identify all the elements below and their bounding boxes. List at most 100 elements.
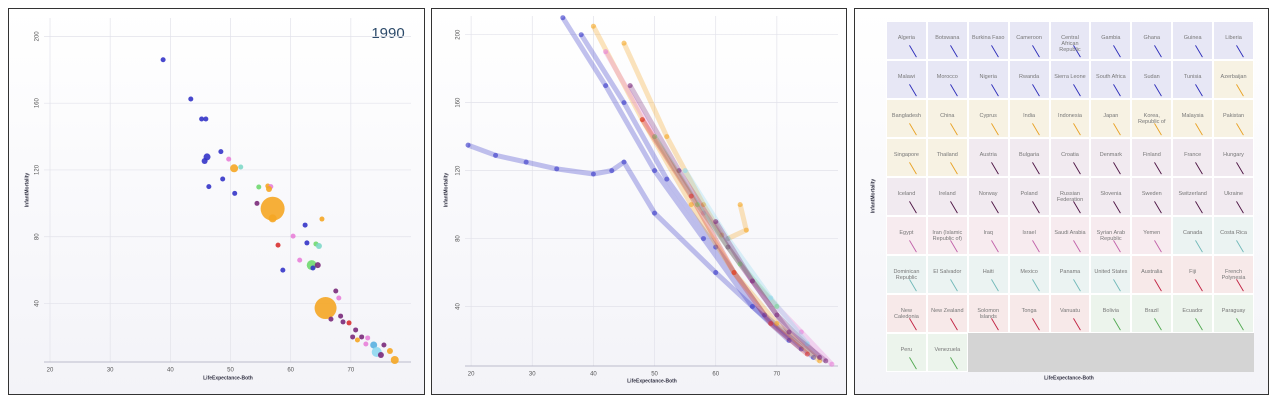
y-tick-label: 120 xyxy=(456,165,462,176)
trail-point xyxy=(688,193,694,199)
cell-plot xyxy=(1195,84,1204,97)
country-label: Korea, Republic of xyxy=(1138,113,1166,125)
country-cell: Guinea xyxy=(1172,21,1214,60)
trail-point xyxy=(713,270,719,276)
country-cell: Pakistan xyxy=(1213,99,1254,138)
bubble xyxy=(199,116,205,122)
country-label: Saudi Arabia xyxy=(1054,230,1086,236)
trail-point xyxy=(603,83,609,89)
country-label: New Caledonia xyxy=(894,308,919,320)
country-label: El Salvador xyxy=(933,269,962,275)
country-cell: Panama xyxy=(1049,255,1091,294)
bubble xyxy=(346,320,352,326)
trail-point xyxy=(590,23,596,29)
country-cell: Thailand xyxy=(926,138,968,177)
country-label: France xyxy=(1184,152,1202,158)
country-cell: Tonga xyxy=(1008,294,1050,333)
trail-icon xyxy=(990,318,999,331)
trail-icon xyxy=(990,84,999,97)
country-cell: Syrian Arab Republic xyxy=(1090,216,1132,255)
bubble xyxy=(232,190,238,196)
country-label: Bangladesh xyxy=(891,113,921,119)
country-label: French Polynesia xyxy=(1221,269,1246,281)
trail-icon xyxy=(1236,318,1244,331)
trail-point xyxy=(578,32,584,38)
bubble xyxy=(363,341,369,347)
trail-icon xyxy=(909,279,917,292)
trail-point xyxy=(811,355,817,361)
cell-plot xyxy=(1236,84,1244,97)
country-label: Solomon Islands xyxy=(977,308,1000,320)
trail-point xyxy=(774,321,780,327)
trail-icon xyxy=(1195,240,1204,253)
cell-plot xyxy=(1154,84,1163,97)
country-label: Ecuador xyxy=(1182,308,1203,314)
bubble xyxy=(297,257,303,263)
y-axis-label: InfantMortality xyxy=(24,173,30,208)
cell-plot xyxy=(1031,279,1040,292)
trail-point xyxy=(737,261,743,267)
trail-icon xyxy=(909,318,917,331)
trail xyxy=(591,25,822,363)
cell-plot xyxy=(1031,201,1040,214)
country-cell: Burkina Faso xyxy=(967,21,1009,60)
cell-plot xyxy=(1072,240,1081,253)
country-label: Japan xyxy=(1103,113,1119,119)
trail-icon xyxy=(949,279,958,292)
trail xyxy=(726,204,749,241)
trail-point xyxy=(700,210,706,216)
country-cell: Paraguay xyxy=(1213,294,1254,333)
trail-point xyxy=(731,270,737,276)
cell-plot xyxy=(1236,279,1244,292)
country-label: Bulgaria xyxy=(1019,152,1040,158)
trail-point xyxy=(688,202,694,208)
trail-point xyxy=(639,117,645,123)
bubble xyxy=(230,164,239,173)
small-multiples-grid: Algeria Botswana Burkina Faso Cameroon Centr… xyxy=(886,21,1254,372)
country-label: Austria xyxy=(979,152,997,158)
country-label: Brazil xyxy=(1144,308,1159,314)
trail-icon xyxy=(949,240,958,253)
x-tick-label: 40 xyxy=(167,368,174,374)
country-cell: Russian Federation xyxy=(1049,177,1091,216)
country-cell: Gambia xyxy=(1090,21,1132,60)
y-tick-label: 40 xyxy=(456,303,462,310)
country-label: Dominican Republic xyxy=(893,269,920,281)
country-cell: Venezuela xyxy=(926,333,968,372)
trail-point xyxy=(804,341,810,347)
trail-point xyxy=(676,168,682,174)
bubble xyxy=(290,233,296,239)
trail-point xyxy=(603,49,609,55)
country-label: Ireland xyxy=(938,191,956,197)
bubble xyxy=(370,341,378,349)
country-label: Canada xyxy=(1183,230,1203,236)
cell-plot xyxy=(1154,162,1163,175)
country-cell: Ecuador xyxy=(1172,294,1214,333)
trail-icon xyxy=(1236,201,1244,214)
bubble xyxy=(201,157,208,164)
country-label: Azerbaijan xyxy=(1220,74,1247,80)
y-axis-label: InfantMortality xyxy=(443,173,449,208)
country-cell: Sierra Leone xyxy=(1049,60,1091,99)
trail-icon xyxy=(1195,45,1204,58)
country-label: Finland xyxy=(1142,152,1161,158)
country-label: Panama xyxy=(1059,269,1081,275)
trail-point xyxy=(609,168,615,174)
panel xyxy=(431,8,847,395)
trail-icon xyxy=(1031,84,1040,97)
country-label: Russian Federation xyxy=(1056,191,1084,203)
country-cell: Solomon Islands xyxy=(967,294,1009,333)
trail-point xyxy=(700,202,706,208)
cell-plot xyxy=(1195,318,1204,331)
country-cell: Japan xyxy=(1090,99,1132,138)
bubble xyxy=(359,334,365,340)
country-cell: Haiti xyxy=(967,255,1009,294)
trail-icon xyxy=(1113,240,1122,253)
cell-plot xyxy=(949,240,958,253)
bubble xyxy=(333,288,339,294)
trail xyxy=(560,16,803,351)
cell-plot xyxy=(949,201,958,214)
cell-plot xyxy=(1113,45,1122,58)
trail-point xyxy=(621,159,627,165)
cell-plot xyxy=(909,240,917,253)
